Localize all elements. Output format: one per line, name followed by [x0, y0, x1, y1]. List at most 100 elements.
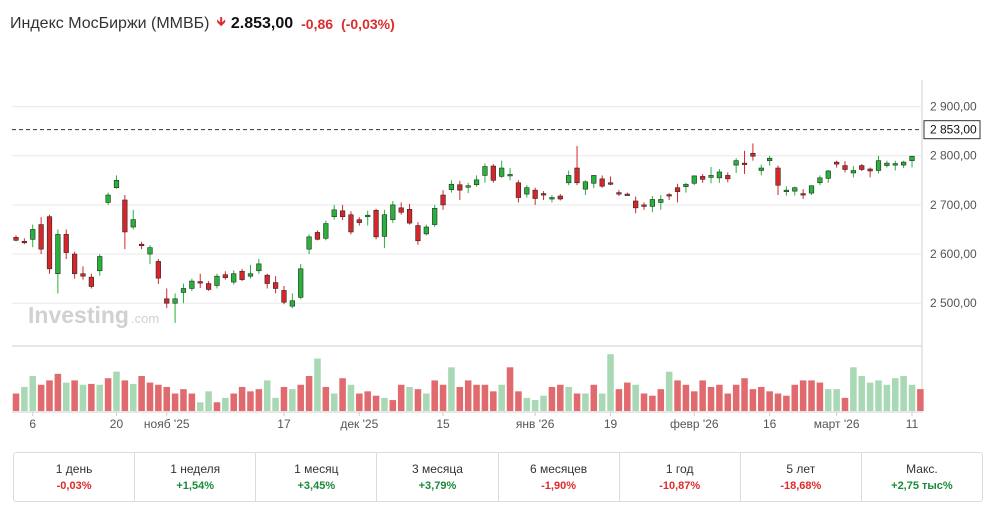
volume-bar	[799, 380, 807, 411]
volume-bar	[598, 393, 606, 411]
volume-bar	[255, 389, 263, 411]
period-1-month[interactable]: 1 месяц +3,45%	[256, 453, 378, 501]
price-chart[interactable]: 2 500,00 2 600,00 2 700,00 2 800,00 2 900,00…	[0, 0, 995, 445]
period-value: +2,75 тыс%	[891, 480, 953, 492]
x-tick-label: март '26	[814, 417, 860, 431]
volume-bar	[356, 393, 363, 411]
candle-body	[666, 194, 672, 197]
volume-bar	[481, 384, 489, 411]
volume-bar	[464, 380, 472, 411]
candle-body	[473, 179, 480, 186]
candle-body	[758, 167, 764, 171]
period-max[interactable]: Макс. +2,75 тыс%	[862, 453, 982, 501]
candle-body	[834, 161, 840, 165]
volume-bar	[113, 371, 120, 411]
candle-body	[247, 273, 254, 277]
candle-body	[55, 234, 61, 275]
volume-bar	[104, 378, 112, 411]
volume-bar	[423, 393, 430, 411]
period-1-day[interactable]: 1 день -0,03%	[14, 453, 136, 501]
candle-body	[532, 189, 538, 199]
candle-body	[850, 170, 856, 174]
volume-bar	[657, 389, 665, 411]
candle-body	[155, 261, 161, 279]
volume-bar	[29, 376, 37, 411]
current-price-tag: 2 853,00	[930, 123, 977, 137]
volume-bar	[674, 380, 681, 411]
period-label: Макс.	[906, 462, 938, 476]
candle-body	[46, 216, 53, 270]
volume-bar	[515, 391, 522, 411]
candle-body	[691, 175, 697, 184]
candle-body	[105, 194, 111, 203]
volume-bar	[280, 386, 288, 411]
volume-bar	[330, 393, 338, 411]
candle-body	[658, 199, 664, 203]
volume-bar	[297, 384, 304, 411]
volume-bar	[824, 389, 832, 411]
candle-body	[164, 298, 170, 304]
y-tick-label: 2 600,00	[930, 247, 977, 261]
volume-bar	[155, 384, 162, 411]
candle-body	[515, 182, 522, 198]
y-tick-label: 2 900,00	[930, 100, 977, 114]
volume-bar	[88, 383, 95, 411]
x-tick-label: 19	[604, 417, 618, 431]
candle-body	[231, 273, 237, 283]
volume-bar	[238, 386, 246, 411]
candle-body	[306, 236, 312, 250]
period-label: 1 неделя	[170, 462, 221, 476]
x-tick-label: 11	[906, 417, 919, 431]
candle-body	[289, 300, 295, 307]
candle-body	[214, 275, 220, 286]
x-tick-label: 20	[110, 417, 124, 431]
volume-bar	[833, 389, 840, 411]
period-6-months[interactable]: 6 месяцев -1,90%	[499, 453, 620, 501]
current-price-tag-box	[923, 120, 981, 140]
candle-body	[599, 178, 605, 187]
volume-bar	[699, 380, 706, 411]
candle-body	[139, 243, 145, 247]
x-tick-label: дек '25	[340, 417, 378, 431]
candle-body	[172, 298, 178, 304]
period-performance-bar: 1 день -0,03% 1 неделя +1,54% 1 месяц +3…	[13, 452, 983, 502]
candle-body	[767, 157, 773, 161]
candle-body	[482, 166, 488, 176]
volume-bar	[263, 380, 271, 411]
candle-body	[180, 288, 187, 293]
current-price: 2.853,00	[230, 15, 294, 32]
x-tick-label: нояб '25	[144, 417, 190, 431]
volume-bar	[908, 384, 916, 411]
volume-bar	[205, 391, 212, 411]
volume-bar	[448, 367, 455, 411]
volume-bar	[615, 389, 623, 411]
candle-body	[415, 225, 421, 242]
volume-bar	[582, 393, 589, 411]
volume-bar	[531, 400, 539, 411]
period-1-week[interactable]: 1 неделя +1,54%	[135, 453, 257, 501]
x-tick-label: янв '26	[516, 417, 555, 431]
period-3-months[interactable]: 3 месяца +3,79%	[377, 453, 499, 501]
candle-body	[825, 170, 831, 179]
volume-bar	[875, 380, 882, 411]
volume-bar	[707, 386, 715, 411]
candle-body	[901, 161, 907, 166]
candle-body	[633, 200, 639, 209]
period-1-year[interactable]: 1 год -10,87%	[620, 453, 741, 501]
volume-bar	[129, 383, 137, 411]
volume-bar	[624, 382, 631, 411]
candle-body	[398, 207, 404, 213]
candle-body	[365, 214, 371, 218]
period-5-years[interactable]: 5 лет -18,68%	[741, 453, 862, 501]
candle-body	[716, 171, 723, 179]
volume-bar	[716, 384, 723, 411]
instrument-title: Индекс МосБиржи (MMBБ)	[10, 15, 210, 32]
volume-bar	[146, 382, 154, 411]
candle-body	[147, 247, 153, 255]
period-label: 1 год	[665, 462, 694, 476]
volume-bar	[54, 373, 62, 411]
candle-body	[189, 280, 195, 289]
candle-body	[348, 214, 354, 233]
candle-body	[13, 237, 19, 241]
candle-body	[80, 273, 86, 277]
